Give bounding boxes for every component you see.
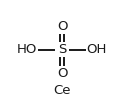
Text: OH: OH <box>87 43 107 56</box>
Text: O: O <box>57 20 67 33</box>
Text: S: S <box>58 43 66 56</box>
Text: HO: HO <box>17 43 37 56</box>
Text: O: O <box>57 67 67 80</box>
Text: Ce: Ce <box>53 84 71 97</box>
